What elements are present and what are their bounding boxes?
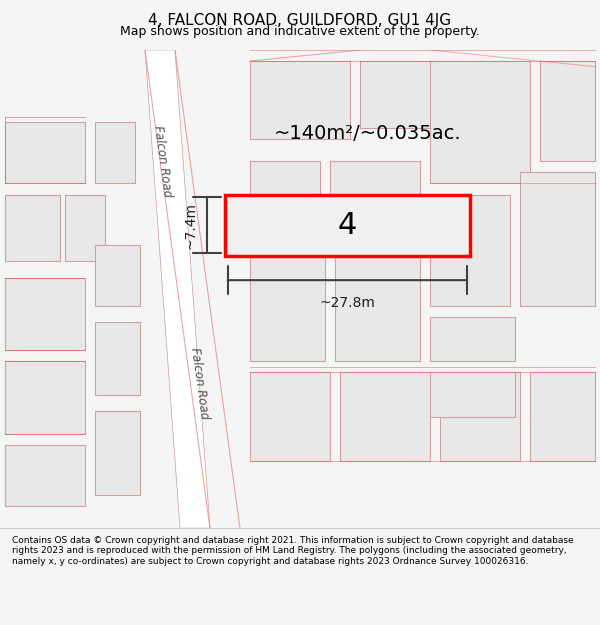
Text: ~7.4m: ~7.4m — [183, 202, 197, 249]
Bar — [335, 239, 420, 361]
Bar — [225, 194, 470, 256]
Text: 4: 4 — [338, 211, 357, 239]
Bar — [5, 278, 85, 350]
Bar — [530, 372, 595, 461]
Bar — [5, 122, 85, 183]
Bar — [250, 161, 320, 228]
Text: Map shows position and indicative extent of the property.: Map shows position and indicative extent… — [120, 24, 480, 38]
Text: ~140m²/~0.035ac.: ~140m²/~0.035ac. — [274, 124, 461, 143]
Bar — [440, 372, 520, 461]
Bar — [65, 194, 105, 261]
Text: Falcon Road: Falcon Road — [152, 124, 175, 198]
Bar — [95, 322, 140, 395]
Polygon shape — [145, 50, 210, 528]
Bar — [360, 61, 440, 128]
Bar — [5, 194, 60, 261]
Bar — [430, 372, 515, 417]
Bar — [95, 411, 140, 495]
Bar — [520, 173, 595, 306]
Bar — [250, 61, 350, 139]
Bar — [95, 122, 135, 183]
Bar — [430, 61, 530, 183]
Bar — [5, 361, 85, 434]
Bar — [95, 244, 140, 306]
Text: Contains OS data © Crown copyright and database right 2021. This information is : Contains OS data © Crown copyright and d… — [12, 536, 574, 566]
Bar — [430, 317, 515, 361]
Bar — [430, 194, 510, 306]
Bar — [340, 372, 430, 461]
Bar — [250, 372, 330, 461]
Bar — [250, 250, 325, 361]
Text: 4, FALCON ROAD, GUILDFORD, GU1 4JG: 4, FALCON ROAD, GUILDFORD, GU1 4JG — [148, 12, 452, 28]
Bar — [540, 61, 595, 161]
Text: Falcon Road: Falcon Road — [188, 347, 211, 421]
Bar — [330, 161, 420, 222]
Bar — [5, 445, 85, 506]
Text: ~27.8m: ~27.8m — [320, 296, 376, 310]
